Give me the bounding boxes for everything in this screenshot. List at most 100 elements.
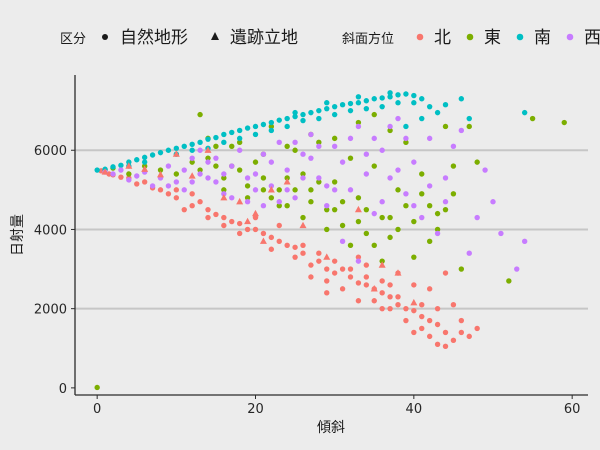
data-point [355, 258, 362, 264]
data-point [276, 202, 282, 209]
x-axis-title: 傾斜 [317, 420, 345, 436]
data-point [292, 187, 298, 193]
data-point [126, 177, 132, 183]
y-axis-title: 日射量 [10, 214, 26, 256]
data-point-triangle [244, 217, 252, 225]
data-point [434, 321, 441, 328]
data-point [426, 333, 433, 340]
data-point [244, 125, 251, 131]
data-point [141, 179, 148, 185]
data-point [157, 167, 164, 173]
data-point [403, 135, 409, 142]
data-point [316, 139, 322, 146]
data-point [252, 171, 259, 177]
data-point [363, 171, 370, 177]
data-point [379, 278, 385, 284]
legend-key-triangle [211, 32, 219, 40]
data-point [395, 226, 401, 233]
data-point [331, 206, 338, 213]
data-points [94, 90, 567, 391]
legend-label: 西 [584, 28, 600, 48]
axes: 0 20 40 60 0 2000 4000 6000 [34, 75, 588, 417]
data-point [363, 151, 370, 157]
data-point [347, 107, 354, 114]
legend-label: 東 [484, 28, 501, 48]
data-point [442, 199, 449, 205]
data-point [458, 329, 465, 336]
data-point [363, 98, 370, 104]
data-point [300, 171, 306, 177]
data-point [316, 115, 322, 122]
data-point [300, 151, 306, 157]
data-point [316, 179, 322, 185]
y-tick-label: 2000 [34, 303, 67, 318]
data-point [466, 333, 472, 340]
data-point [197, 139, 203, 146]
data-point [347, 187, 354, 193]
data-point [213, 143, 219, 149]
data-point [387, 94, 393, 100]
data-point [379, 103, 385, 110]
data-point [411, 218, 417, 225]
data-point [173, 179, 180, 185]
data-point [395, 100, 401, 106]
data-point [426, 317, 433, 324]
data-point [284, 143, 290, 149]
data-point [482, 167, 488, 173]
data-point [371, 96, 377, 102]
data-point [466, 115, 472, 122]
data-point [371, 210, 377, 217]
data-point [205, 136, 211, 142]
data-point [403, 202, 409, 209]
y-tick-label: 4000 [34, 223, 67, 238]
data-point [260, 151, 267, 157]
data-point [355, 280, 362, 286]
data-point [252, 131, 259, 138]
data-point [355, 100, 362, 106]
data-point [126, 171, 132, 177]
data-point-triangle [101, 168, 109, 175]
data-point [165, 163, 172, 169]
data-point [442, 123, 449, 130]
data-point [157, 149, 164, 156]
data-point [244, 199, 251, 205]
data-point [490, 199, 496, 205]
data-point [442, 343, 449, 349]
data-point [268, 234, 275, 241]
data-point [434, 109, 441, 116]
data-point [355, 218, 362, 225]
data-point [498, 230, 504, 237]
data-point [292, 109, 298, 116]
data-point-triangle [141, 165, 149, 172]
data-point [316, 143, 322, 149]
data-point [252, 123, 259, 130]
data-point [308, 155, 314, 161]
x-tick-label: 60 [564, 402, 581, 417]
data-point-triangle [252, 209, 259, 217]
data-point [244, 195, 251, 201]
data-point [411, 254, 417, 260]
data-point-triangle [157, 171, 164, 178]
data-point [339, 222, 346, 229]
data-point [458, 127, 465, 134]
data-point [324, 206, 330, 213]
data-point [189, 179, 195, 185]
data-point [157, 187, 164, 193]
data-point [252, 226, 259, 233]
data-point [434, 341, 441, 348]
data-point [229, 163, 235, 169]
data-point [442, 175, 449, 181]
data-point [205, 159, 211, 165]
data-point [181, 167, 187, 173]
data-point [466, 250, 472, 256]
data-point [236, 167, 243, 173]
data-point [292, 139, 298, 146]
x-tick-label: 0 [93, 402, 101, 417]
data-point-triangle [323, 253, 331, 260]
data-point [300, 242, 306, 248]
data-point [213, 179, 219, 185]
data-point [244, 183, 251, 189]
data-point [165, 183, 172, 189]
data-point [229, 129, 235, 136]
data-point [165, 147, 172, 153]
